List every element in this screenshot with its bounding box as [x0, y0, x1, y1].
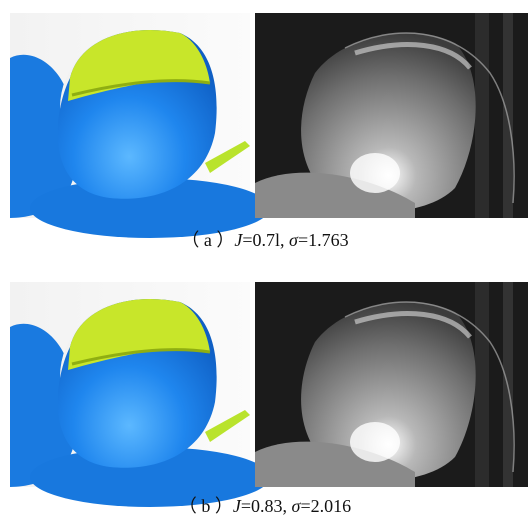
experiment-image: [255, 282, 528, 487]
caption-value: =0.83,: [241, 496, 292, 516]
caption-value: =0.7l,: [242, 230, 289, 250]
figure: （ a ）J=0.7l, σ=1.763 （ b ）J=0.83, σ=2.01…: [0, 0, 531, 520]
experiment-image: [255, 13, 528, 218]
caption: （ a ）J=0.7l, σ=1.763: [181, 230, 348, 250]
caption-value: =1.763: [298, 230, 349, 250]
caption: （ b ）J=0.83, σ=2.016: [179, 496, 351, 516]
caption-value: =2.016: [300, 496, 351, 516]
caption-label: （ b ）: [179, 496, 233, 516]
simulation-image: [10, 13, 270, 238]
caption-label: （ a ）: [181, 230, 234, 250]
simulation-image: [10, 282, 270, 507]
